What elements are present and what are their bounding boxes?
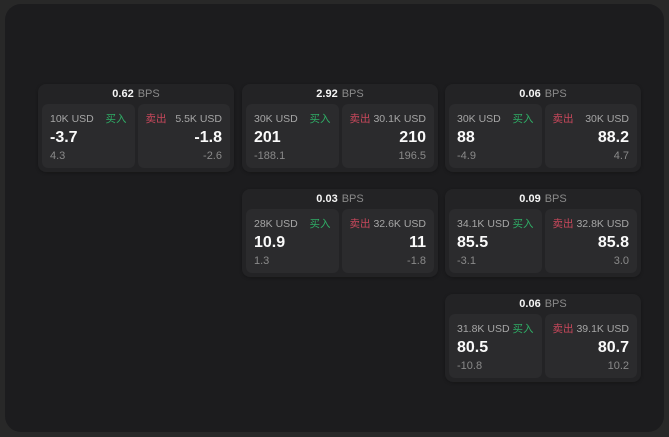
buy-price: -3.7 [50,129,78,147]
quote-card-6: 0.06 BPS 31.8K USD 买入 80.5 -10.8 卖出 39.1… [445,294,641,382]
bps-unit-label: BPS [544,193,567,205]
bps-value: 0.06 [519,88,541,100]
bps-value: 0.06 [519,298,541,310]
bps-unit-label: BPS [544,88,567,100]
buy-notional: 28K USD [254,217,298,230]
sell-panel[interactable]: 卖出 30K USD 88.2 4.7 [544,104,637,168]
buy-sub-value: 4.3 [50,149,66,162]
buy-sub-value: -3.1 [457,254,476,267]
sell-notional: 39.1K USD [576,322,629,335]
sell-price: 210 [399,129,426,147]
buy-side-label: 买入 [309,113,331,125]
quote-card-3: 0.06 BPS 30K USD 买入 88 -4.9 卖出 30K USD 8… [445,84,641,172]
bps-value: 0.03 [316,193,338,205]
card-header: 0.09 BPS [445,189,641,209]
buy-panel[interactable]: 10K USD 买入 -3.7 4.3 [42,104,135,168]
buy-price: 80.5 [457,339,489,357]
buy-sub-value: -10.8 [457,359,483,372]
buy-sub-value: 1.3 [254,254,270,267]
quote-panels: 10K USD 买入 -3.7 4.3 卖出 5.5K USD -1.8 -2.… [38,104,234,172]
sell-panel[interactable]: 卖出 32.6K USD 11 -1.8 [341,209,434,273]
sell-panel[interactable]: 卖出 32.8K USD 85.8 3.0 [544,209,637,273]
buy-panel[interactable]: 31.8K USD 买入 80.5 -10.8 [449,314,542,378]
quote-card-1: 0.62 BPS 10K USD 买入 -3.7 4.3 卖出 5.5K USD… [38,84,234,172]
buy-panel[interactable]: 30K USD 买入 88 -4.9 [449,104,542,168]
buy-price: 85.5 [457,234,489,252]
quote-panels: 31.8K USD 买入 80.5 -10.8 卖出 39.1K USD 80.… [445,314,641,382]
sell-panel[interactable]: 卖出 5.5K USD -1.8 -2.6 [137,104,230,168]
buy-side-label: 买入 [512,113,534,125]
sell-panel[interactable]: 卖出 39.1K USD 80.7 10.2 [544,314,637,378]
buy-panel[interactable]: 34.1K USD 买入 85.5 -3.1 [449,209,542,273]
buy-side-label: 买入 [309,218,331,230]
sell-notional: 30.1K USD [373,112,426,125]
sell-notional: 5.5K USD [175,112,222,125]
card-header: 0.62 BPS [38,84,234,104]
quote-panels: 34.1K USD 买入 85.5 -3.1 卖出 32.8K USD 85.8… [445,209,641,277]
quote-panels: 28K USD 买入 10.9 1.3 卖出 32.6K USD 11 -1.8 [242,209,438,277]
card-header: 2.92 BPS [242,84,438,104]
bps-unit-label: BPS [137,88,160,100]
sell-sub-value: -2.6 [203,149,222,162]
sell-side-label: 卖出 [145,113,167,125]
quote-panels: 30K USD 买入 88 -4.9 卖出 30K USD 88.2 4.7 [445,104,641,172]
sell-sub-value: 196.5 [398,149,426,162]
sell-side-label: 卖出 [552,323,574,335]
quote-card-5: 0.09 BPS 34.1K USD 买入 85.5 -3.1 卖出 32.8K… [445,189,641,277]
sell-price: 80.7 [597,339,629,357]
buy-side-label: 买入 [512,323,534,335]
sell-notional: 32.8K USD [576,217,629,230]
buy-side-label: 买入 [512,218,534,230]
card-header: 0.06 BPS [445,294,641,314]
sell-notional: 32.6K USD [373,217,426,230]
card-header: 0.03 BPS [242,189,438,209]
bps-value: 0.09 [519,193,541,205]
bps-value: 2.92 [316,88,338,100]
bps-unit-label: BPS [341,88,364,100]
sell-panel[interactable]: 卖出 30.1K USD 210 196.5 [341,104,434,168]
buy-sub-value: -188.1 [254,149,286,162]
sell-sub-value: 3.0 [613,254,629,267]
buy-price: 201 [254,129,281,147]
sell-side-label: 卖出 [552,218,574,230]
bps-value: 0.62 [112,88,134,100]
quote-panels: 30K USD 买入 201 -188.1 卖出 30.1K USD 210 1… [242,104,438,172]
buy-panel[interactable]: 28K USD 买入 10.9 1.3 [246,209,339,273]
buy-notional: 10K USD [50,112,94,125]
sell-side-label: 卖出 [349,218,371,230]
sell-sub-value: 10.2 [607,359,629,372]
buy-price: 10.9 [254,234,286,252]
buy-notional: 30K USD [254,112,298,125]
bps-unit-label: BPS [341,193,364,205]
sell-side-label: 卖出 [349,113,371,125]
sell-sub-value: 4.7 [613,149,629,162]
buy-price: 88 [457,129,475,147]
sell-side-label: 卖出 [552,113,574,125]
buy-panel[interactable]: 30K USD 买入 201 -188.1 [246,104,339,168]
sell-sub-value: -1.8 [407,254,426,267]
bps-unit-label: BPS [544,298,567,310]
buy-notional: 34.1K USD [457,217,510,230]
sell-price: 11 [409,234,426,252]
sell-notional: 30K USD [585,112,629,125]
card-header: 0.06 BPS [445,84,641,104]
buy-notional: 30K USD [457,112,501,125]
buy-notional: 31.8K USD [457,322,510,335]
buy-side-label: 买入 [105,113,127,125]
quote-card-2: 2.92 BPS 30K USD 买入 201 -188.1 卖出 30.1K … [242,84,438,172]
sell-price: 88.2 [597,129,629,147]
buy-sub-value: -4.9 [457,149,476,162]
app-window: 0.62 BPS 10K USD 买入 -3.7 4.3 卖出 5.5K USD… [5,4,664,432]
sell-price: 85.8 [597,234,629,252]
quote-card-4: 0.03 BPS 28K USD 买入 10.9 1.3 卖出 32.6K US… [242,189,438,277]
sell-price: -1.8 [194,129,222,147]
